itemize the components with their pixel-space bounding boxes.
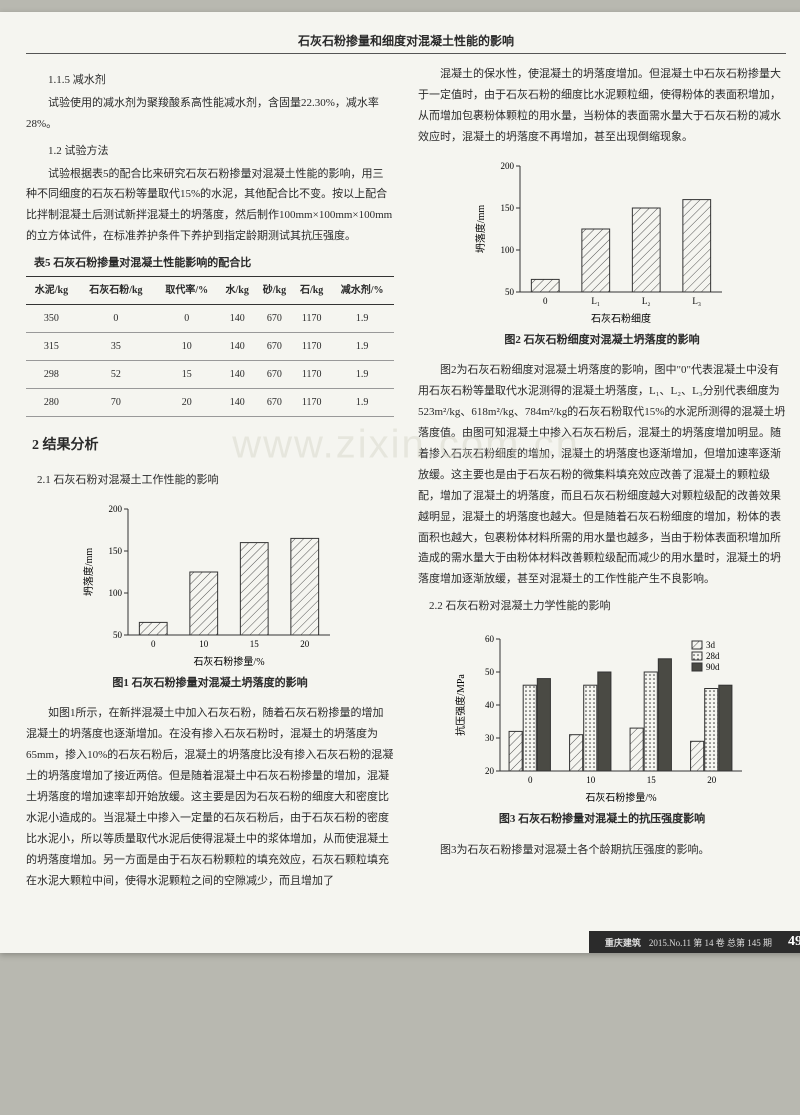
para-right-top: 混凝土的保水性，使混凝土的坍落度增加。但混凝土中石灰石粉掺量大于一定值时，由于石… bbox=[418, 64, 786, 148]
page-title: 石灰石粉掺量和细度对混凝土性能的影响 bbox=[26, 32, 786, 54]
table-header: 石/kg bbox=[293, 277, 330, 305]
footer: 重庆建筑 2015.No.11 第 14 卷 总第 145 期 49 bbox=[26, 909, 786, 933]
figure-1: 50 100 150 200 0 10 15 20 石灰石粉掺量/% 坍落度/mm bbox=[80, 499, 340, 669]
left-column: 1.1.5 减水剂 试验使用的减水剂为聚羧酸系高性能减水剂，含固量22.30%，… bbox=[26, 64, 394, 895]
svg-text:28d: 28d bbox=[706, 651, 720, 661]
svg-text:10: 10 bbox=[199, 639, 209, 649]
table-header: 砂/kg bbox=[256, 277, 293, 305]
para-21a: 如图1所示，在新拌混凝土中加入石灰石粉，随着石灰石粉掺量的增加混凝土的坍落度也逐… bbox=[26, 703, 394, 891]
svg-text:20: 20 bbox=[485, 766, 495, 776]
heading-115: 1.1.5 减水剂 bbox=[26, 70, 394, 91]
figure-3-caption: 图3 石灰石粉掺量对混凝土的抗压强度影响 bbox=[418, 809, 786, 830]
heading-12: 1.2 试验方法 bbox=[26, 141, 394, 162]
right-column: 混凝土的保水性，使混凝土的坍落度增加。但混凝土中石灰石粉掺量大于一定值时，由于石… bbox=[418, 64, 786, 895]
para-fig2: 图2为石灰石粉细度对混凝土坍落度的影响，图中"0"代表混凝土中没有用石灰石粉等量… bbox=[418, 360, 786, 590]
svg-text:100: 100 bbox=[501, 245, 515, 255]
svg-text:坍落度/mm: 坍落度/mm bbox=[82, 547, 95, 596]
svg-text:60: 60 bbox=[485, 634, 495, 644]
svg-text:90d: 90d bbox=[706, 662, 720, 672]
figure-3: 20 30 40 50 60 0 10 15 20 3d28d90d 石灰石粉掺量/% 抗压强度/MP… bbox=[452, 625, 752, 805]
figure-2-caption: 图2 石灰石粉细度对混凝土坍落度的影响 bbox=[418, 330, 786, 351]
svg-text:30: 30 bbox=[485, 733, 495, 743]
svg-text:石灰石粉细度: 石灰石粉细度 bbox=[591, 312, 651, 325]
svg-text:10: 10 bbox=[586, 775, 596, 785]
table-header: 水泥/kg bbox=[26, 277, 77, 305]
table5-caption: 表5 石灰石粉掺量对混凝土性能影响的配合比 bbox=[34, 253, 394, 274]
svg-text:石灰石粉掺量/%: 石灰石粉掺量/% bbox=[585, 791, 656, 804]
svg-text:50: 50 bbox=[113, 630, 123, 640]
heading-2: 2 结果分析 bbox=[32, 433, 394, 460]
svg-text:L₂: L₂ bbox=[642, 296, 651, 306]
table-header: 取代率/% bbox=[155, 277, 219, 305]
svg-text:抗压强度/MPa: 抗压强度/MPa bbox=[454, 674, 467, 736]
svg-text:50: 50 bbox=[485, 667, 495, 677]
svg-text:L₁: L₁ bbox=[591, 296, 600, 306]
heading-21: 2.1 石灰石粉对混凝土工作性能的影响 bbox=[26, 470, 394, 491]
para-12: 试验根据表5的配合比来研究石灰石粉掺量对混凝土性能的影响，用三种不同细度的石灰石… bbox=[26, 164, 394, 248]
table-row: 280702014067011701.9 bbox=[26, 389, 394, 417]
page: Technology and Material 石灰石粉掺量和细度对混凝土性能的… bbox=[0, 12, 800, 953]
svg-text:15: 15 bbox=[250, 639, 260, 649]
svg-text:坍落度/mm: 坍落度/mm bbox=[474, 204, 487, 253]
footer-info: 2015.No.11 第 14 卷 总第 145 期 bbox=[649, 936, 772, 949]
svg-text:100: 100 bbox=[109, 588, 123, 598]
svg-text:0: 0 bbox=[151, 639, 156, 649]
svg-text:50: 50 bbox=[505, 287, 515, 297]
table5: 水泥/kg石灰石粉/kg取代率/%水/kg砂/kg石/kg减水剂/% 35000… bbox=[26, 276, 394, 417]
svg-text:200: 200 bbox=[501, 161, 515, 171]
para-115: 试验使用的减水剂为聚羧酸系高性能减水剂，含固量22.30%，减水率28%。 bbox=[26, 93, 394, 135]
svg-text:40: 40 bbox=[485, 700, 495, 710]
svg-text:20: 20 bbox=[707, 775, 717, 785]
svg-text:L₃: L₃ bbox=[692, 296, 701, 306]
heading-22: 2.2 石灰石粉对混凝土力学性能的影响 bbox=[418, 596, 786, 617]
svg-text:150: 150 bbox=[109, 546, 123, 556]
svg-text:150: 150 bbox=[501, 203, 515, 213]
table-row: 298521514067011701.9 bbox=[26, 361, 394, 389]
svg-text:0: 0 bbox=[543, 296, 548, 306]
page-number: 49 bbox=[780, 934, 800, 950]
para-fig3: 图3为石灰石粉掺量对混凝土各个龄期抗压强度的影响。 bbox=[418, 840, 786, 861]
table-header: 水/kg bbox=[219, 277, 256, 305]
svg-text:15: 15 bbox=[647, 775, 657, 785]
table-row: 315351014067011701.9 bbox=[26, 333, 394, 361]
table-header: 减水剂/% bbox=[330, 277, 394, 305]
table-row: 3500014067011701.9 bbox=[26, 305, 394, 333]
svg-text:200: 200 bbox=[109, 504, 123, 514]
figure-2: 50 100 150 200 0 L₁ L₂ L₃ 石灰石粉细度 坍落度/mm bbox=[472, 156, 732, 326]
figure-1-caption: 图1 石灰石粉掺量对混凝土坍落度的影响 bbox=[26, 673, 394, 694]
table-header: 石灰石粉/kg bbox=[77, 277, 155, 305]
svg-text:石灰石粉掺量/%: 石灰石粉掺量/% bbox=[193, 655, 264, 668]
svg-text:0: 0 bbox=[528, 775, 533, 785]
svg-text:3d: 3d bbox=[706, 640, 716, 650]
svg-text:20: 20 bbox=[300, 639, 310, 649]
footer-journal: 重庆建筑 bbox=[605, 936, 641, 949]
